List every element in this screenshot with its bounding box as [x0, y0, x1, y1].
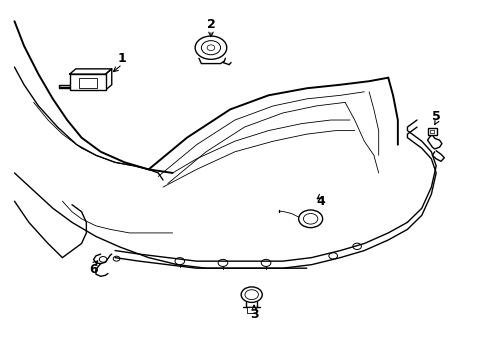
Text: 6: 6 [89, 264, 98, 276]
Text: 3: 3 [249, 307, 258, 320]
Bar [79, 78, 97, 87]
Text: 2: 2 [206, 18, 215, 31]
Text: 1: 1 [118, 52, 126, 65]
Bar [427, 128, 436, 135]
Text: 5: 5 [431, 110, 440, 123]
Bar [246, 307, 256, 313]
Bar [429, 130, 433, 133]
Bar [69, 74, 105, 90]
Text: 4: 4 [316, 195, 325, 208]
